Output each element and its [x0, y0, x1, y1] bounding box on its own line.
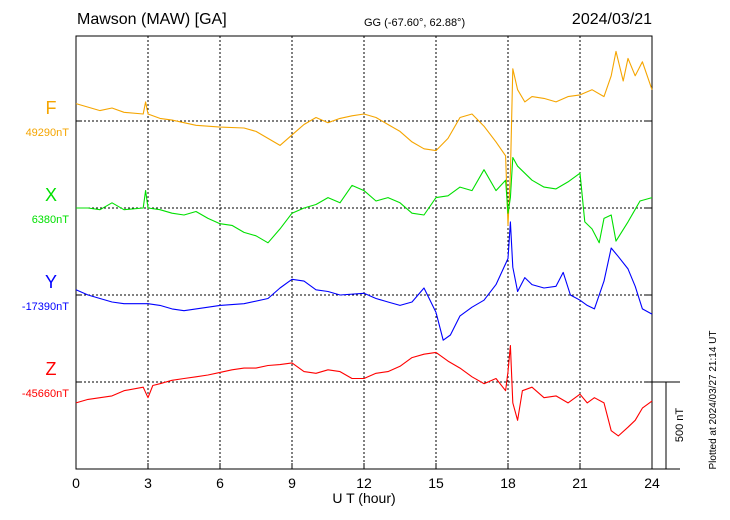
series-baseline-f: 49290nT [26, 127, 70, 139]
series-baseline-z: -45660nT [22, 388, 69, 400]
series-baseline-x: 6380nT [32, 214, 70, 226]
series-line-f [75, 50, 653, 226]
grid [76, 36, 652, 469]
station-title: Mawson (MAW) [GA] [77, 11, 227, 28]
x-tick-label: 12 [356, 475, 372, 491]
coordinates-label: GG (-67.60°, 62.88°) [364, 17, 465, 29]
series-name-f: F [46, 98, 57, 118]
date-label: 2024/03/21 [572, 11, 652, 28]
x-tick-label: 0 [72, 475, 80, 491]
series-labels: F 49290nT X 6380nT Y -17390nT Z -45660nT [22, 98, 69, 400]
x-tick-label: 9 [288, 475, 296, 491]
x-tick-label: 18 [500, 475, 516, 491]
series-line-y [75, 221, 653, 341]
x-tick-label: 15 [428, 475, 444, 491]
x-tick-label: 24 [644, 475, 660, 491]
series-line-z [75, 344, 653, 437]
x-tick-label: 6 [216, 475, 224, 491]
series-line-x [76, 156, 653, 244]
x-ticks: 0 3 6 9 12 15 18 21 24 [72, 120, 660, 491]
scale-bar-label: 500 nT [674, 408, 686, 443]
series-name-z: Z [46, 359, 57, 379]
x-tick-label: 3 [144, 475, 152, 491]
series-baseline-y: -17390nT [22, 301, 69, 313]
series-name-y: Y [45, 272, 57, 292]
x-tick-label: 21 [572, 475, 588, 491]
plotted-at-note: Plotted at 2024/03/27 21:14 UT [708, 331, 719, 470]
x-axis-label: U T (hour) [332, 490, 395, 506]
series-group [75, 50, 653, 437]
series-name-x: X [45, 185, 57, 205]
